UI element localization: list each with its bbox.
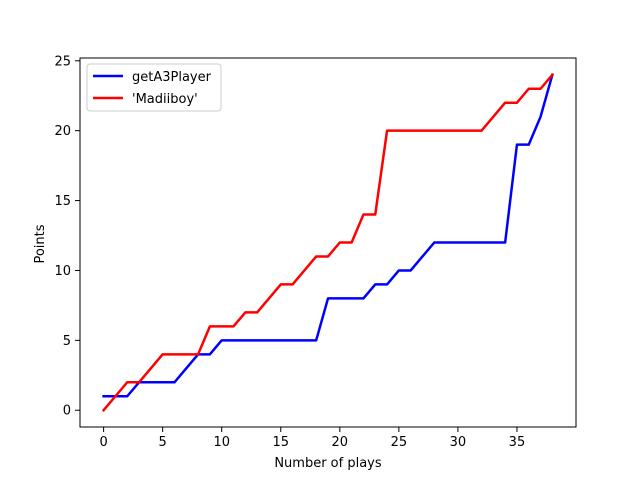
x-tick-label: 10	[213, 435, 230, 450]
x-tick-label: 35	[509, 435, 526, 450]
y-axis-label: Points	[33, 224, 48, 263]
x-tick-label: 30	[450, 435, 467, 450]
x-tick-label: 25	[391, 435, 408, 450]
x-tick-label: 20	[332, 435, 349, 450]
y-tick-label: 10	[54, 264, 71, 279]
x-tick-label: 15	[272, 435, 289, 450]
y-tick-label: 0	[63, 404, 71, 419]
series-line-geta3player	[102, 73, 554, 398]
x-tick-label: 5	[159, 435, 167, 450]
x-axis-label: Number of plays	[274, 456, 382, 471]
x-tick-label: 0	[99, 435, 107, 450]
y-tick-label: 15	[54, 194, 71, 209]
series-line-madiiboy	[101, 73, 555, 412]
y-tick-label: 20	[54, 124, 71, 139]
legend: getA3Player 'Madiiboy'	[86, 63, 222, 112]
y-tick-label: 5	[63, 334, 71, 349]
y-tick-label: 25	[54, 54, 71, 69]
axes-frame	[79, 57, 577, 428]
legend-label-madiiboy: 'Madiiboy'	[132, 92, 198, 107]
legend-label-getA3Player: getA3Player	[132, 70, 212, 85]
plot-area: 0 5 10 15 20 25 30 35 0 5 10 15 20 25	[54, 54, 577, 450]
